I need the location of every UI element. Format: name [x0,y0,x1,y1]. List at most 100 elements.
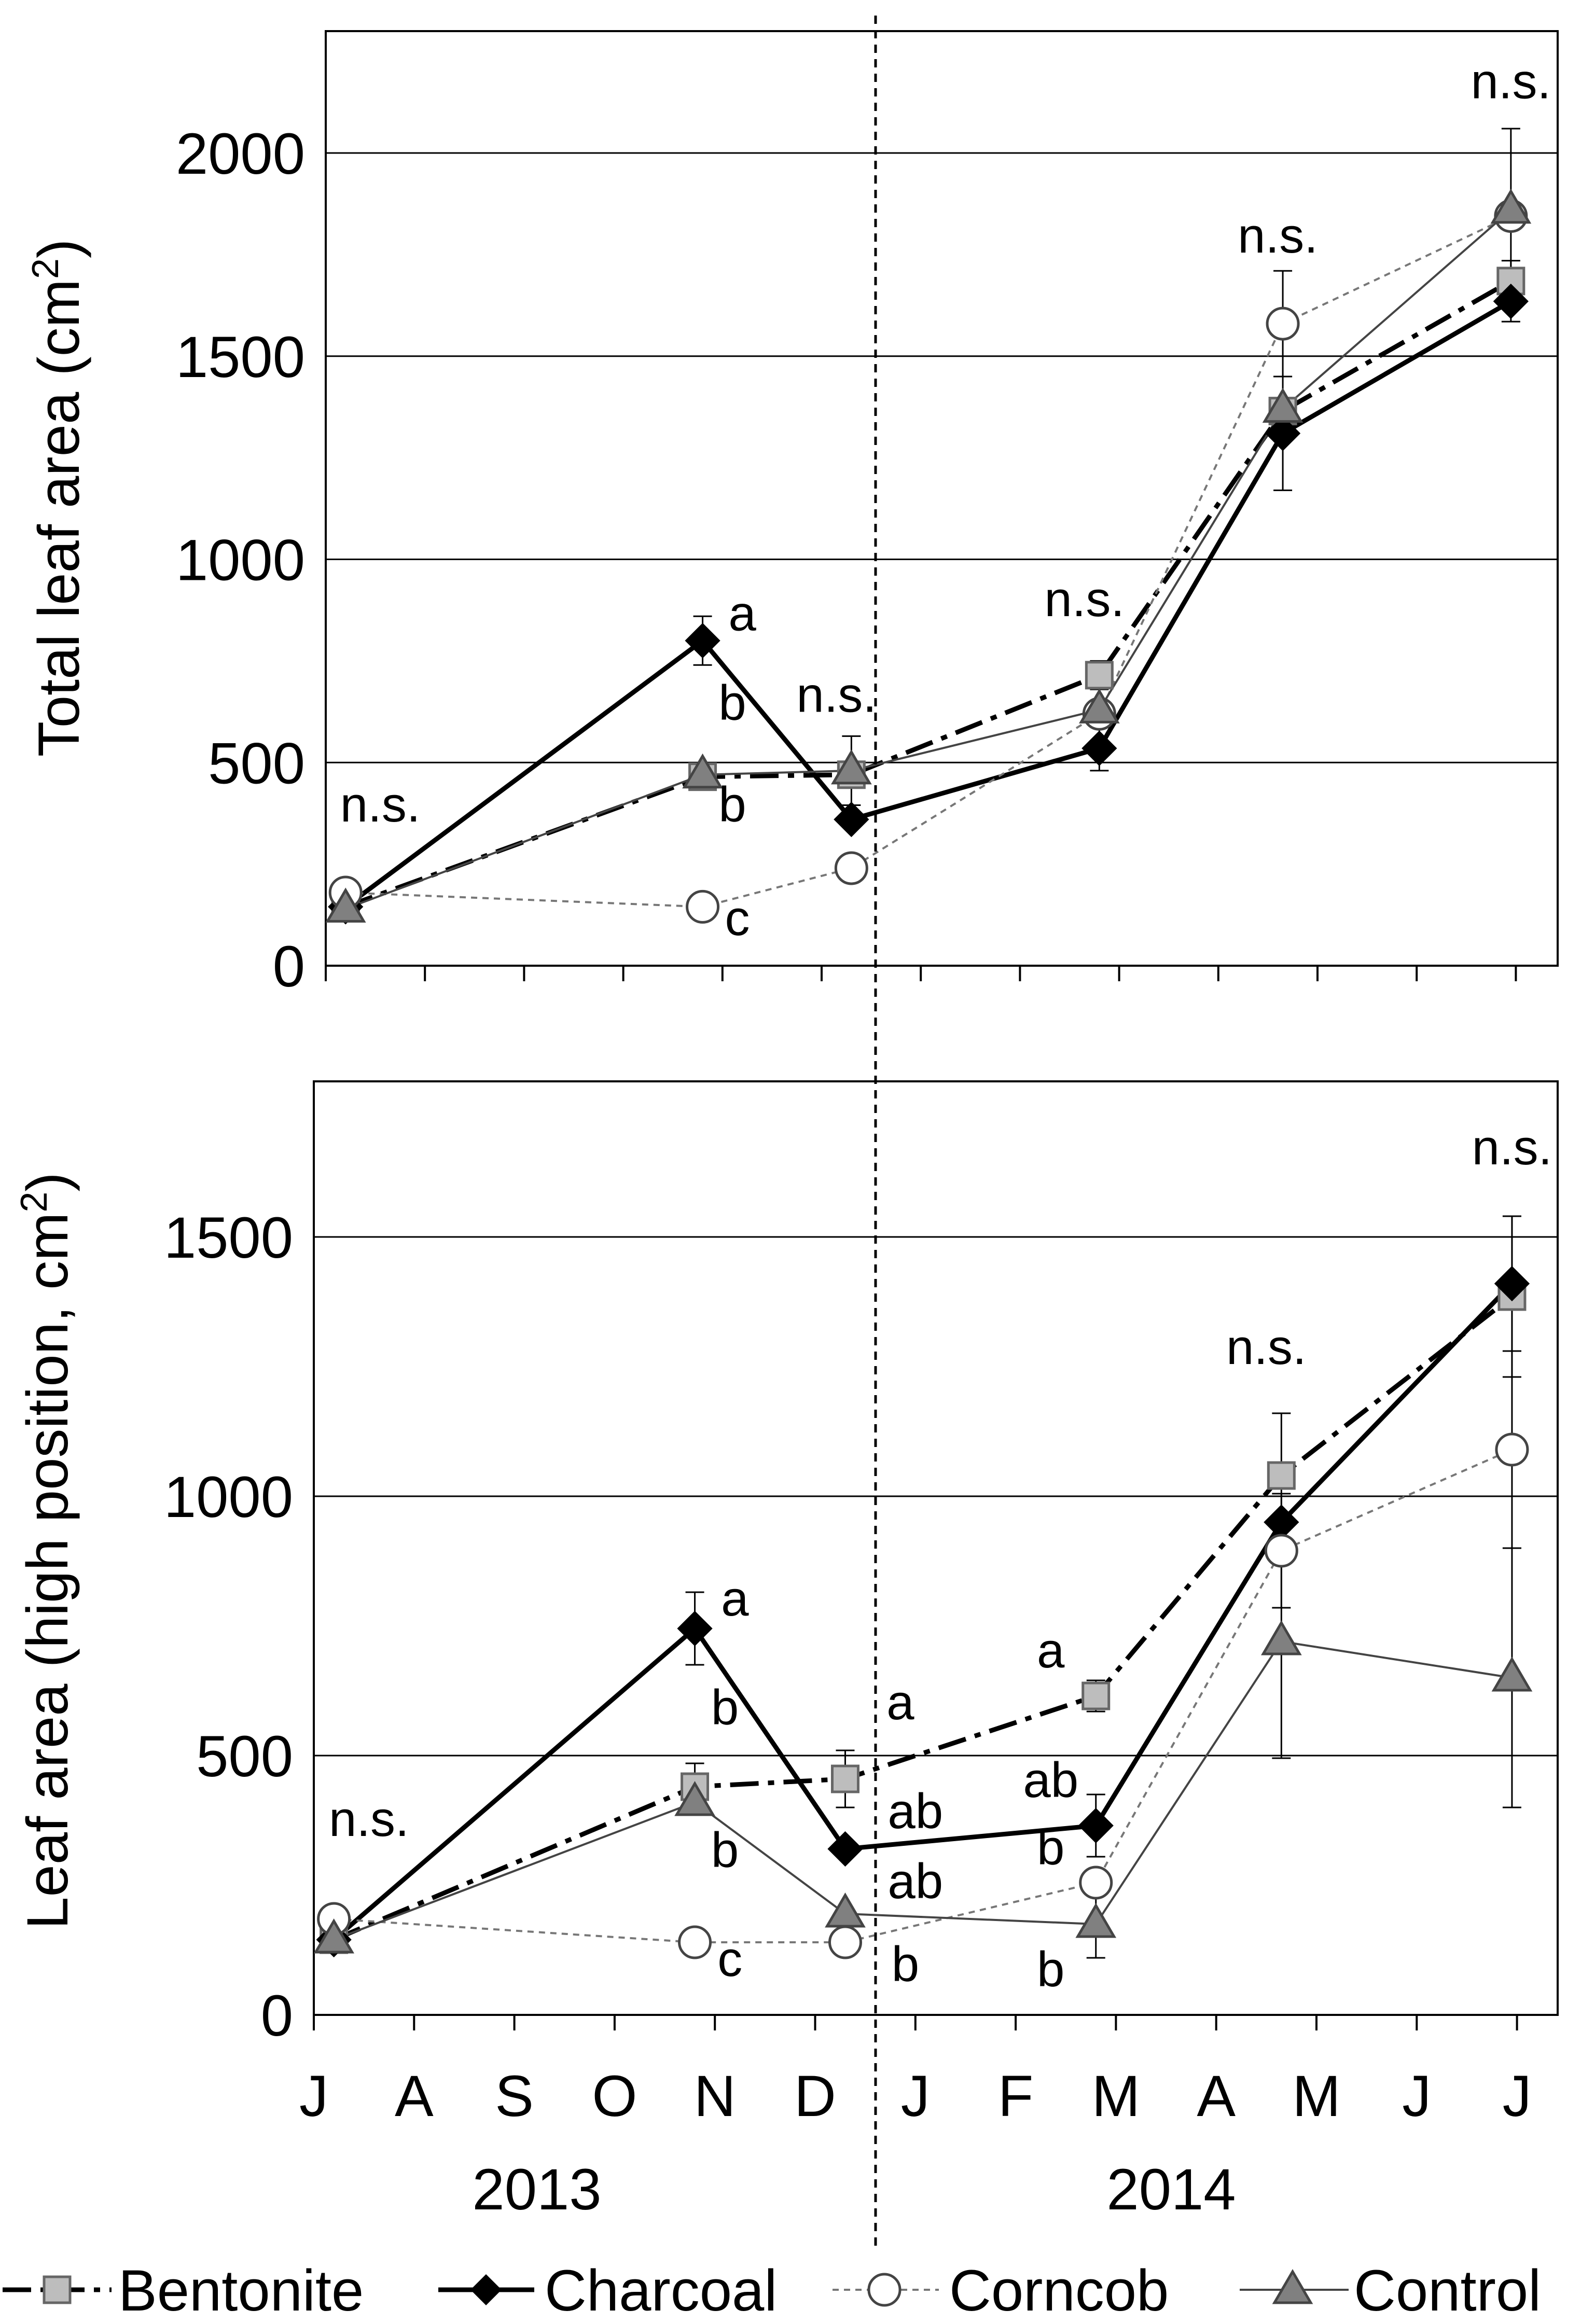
legend-bentonite-label: Bentonite [118,2258,364,2323]
top-y-tick-label: 0 [273,934,305,999]
top-control-point [1079,688,1120,723]
bottom-annotation: ab [1023,1752,1078,1808]
top-annotation: n.s. [1471,53,1551,109]
top-series [325,128,1532,925]
top-y-tick-label: 1000 [176,528,305,593]
legend-item-corncob: Corncob [833,2258,1169,2323]
bottom-corncob-point [1079,1866,1113,1900]
bottom-annotation: b [1037,1942,1064,1997]
top-control-point [1490,188,1532,224]
bottom-charcoal-point [1078,1807,1114,1844]
top-corncob-line [345,215,1511,908]
bottom-corncob-line [334,1449,1513,1943]
top-y-axis-label-end: ) [26,239,91,258]
month-label: J [901,2064,930,2128]
month-label: M [1292,2064,1340,2128]
bottom-control-point [1075,1903,1117,1938]
bottom-bentonite-point [830,1764,859,1793]
bottom-plot-area [313,1080,1559,2016]
bottom-control-point [313,1918,355,1954]
top-annotation: n.s. [1044,572,1125,627]
top-charcoal-point [685,623,720,659]
bottom-control-point [1260,1620,1302,1655]
top-charcoal-point [1265,415,1301,451]
legend-item-charcoal: Charcoal [438,2258,777,2323]
bottom-control-point [674,1781,715,1816]
bottom-annotation: b [711,1822,739,1878]
year-label-2014: 2014 [1106,2157,1236,2222]
bottom-annotation: n.s. [1226,1319,1307,1375]
bottom-y-axis-label-end: ) [15,1172,80,1191]
bottom-x-ticks [313,2015,1518,2030]
bottom-corncob-point [1495,1432,1529,1467]
bottom-charcoal-line [332,1282,1514,1942]
top-annotation: a [728,586,756,642]
bottom-charcoal-point [1494,1265,1530,1302]
top-charcoal-point [1493,283,1529,319]
top-annotation: n.s. [796,667,877,722]
month-label: O [592,2064,637,2128]
top-corncob-point [686,889,720,924]
legend: Bentonite Charcoal Corncob Control [3,2258,1541,2323]
bottom-y-axis-label-sup: 2 [13,1192,55,1213]
bottom-annotation: b [1037,1820,1064,1875]
legend-item-bentonite: Bentonite [3,2258,364,2323]
top-control-point [325,887,366,923]
bottom-corncob-point [828,1925,862,1959]
top-plot-area [325,30,1559,967]
year-label-2013: 2013 [472,2157,601,2222]
bottom-annotation: n.s. [1472,1120,1552,1175]
bottom-annotation: ab [887,1784,943,1839]
bottom-y-tick-label: 1500 [164,1205,293,1270]
bottom-gridlines [314,1236,1558,1757]
legend-charcoal-label: Charcoal [545,2258,777,2323]
bottom-bentonite-point [1081,1681,1111,1710]
month-label: J [1402,2064,1431,2128]
bottom-y-tick-label: 500 [196,1724,293,1789]
month-label: M [1092,2064,1140,2128]
legend-corncob-marker [867,2273,902,2307]
legend-bentonite-marker [43,2275,72,2304]
month-label: A [1197,2064,1236,2128]
bottom-corncob-point [678,1925,712,1959]
top-panel: 0 500 1000 1500 2000 Total leaf area (cm2) n… [25,30,1559,999]
bottom-charcoal-point [827,1831,863,1867]
top-corncob-point [834,851,868,885]
month-label: J [1503,2064,1532,2128]
legend-control-label: Control [1354,2258,1541,2323]
top-annotation: b [718,675,746,731]
bottom-y-axis-label-main: Leaf area (high position, cm [15,1213,80,1929]
top-y-axis-label-main: Total leaf area (cm [26,279,91,757]
bottom-y-tick-labels: 0 500 1000 1500 [164,1205,293,2048]
top-control-point [831,749,872,785]
bottom-bentonite-point [1267,1461,1296,1490]
top-y-tick-labels: 0 500 1000 1500 2000 [176,121,305,999]
month-label: S [495,2064,534,2128]
top-charcoal-point [834,801,869,838]
top-gridlines [326,152,1558,763]
bottom-charcoal-point [677,1610,713,1647]
top-annotation: b [718,777,746,832]
legend-charcoal-marker [470,2274,502,2305]
month-label: F [998,2064,1033,2128]
bottom-corncob-point [1264,1534,1298,1568]
top-control-line [345,209,1512,910]
top-annotation: c [725,890,750,946]
top-annotation: n.s. [1238,208,1318,263]
bottom-annotation: a [1037,1623,1065,1678]
month-label: J [299,2064,328,2128]
bottom-control-line [333,1640,1513,1941]
top-y-axis-label-sup: 2 [25,258,66,279]
top-y-tick-label: 500 [208,731,305,796]
top-bentonite-point [1085,661,1114,690]
top-control-point [682,753,723,789]
top-y-tick-label: 2000 [176,121,305,186]
bottom-annotation: a [886,1675,914,1730]
bottom-annotation: c [717,1931,742,1987]
top-y-axis-label: Total leaf area (cm2) [25,239,91,757]
top-charcoal-point [1081,730,1117,766]
